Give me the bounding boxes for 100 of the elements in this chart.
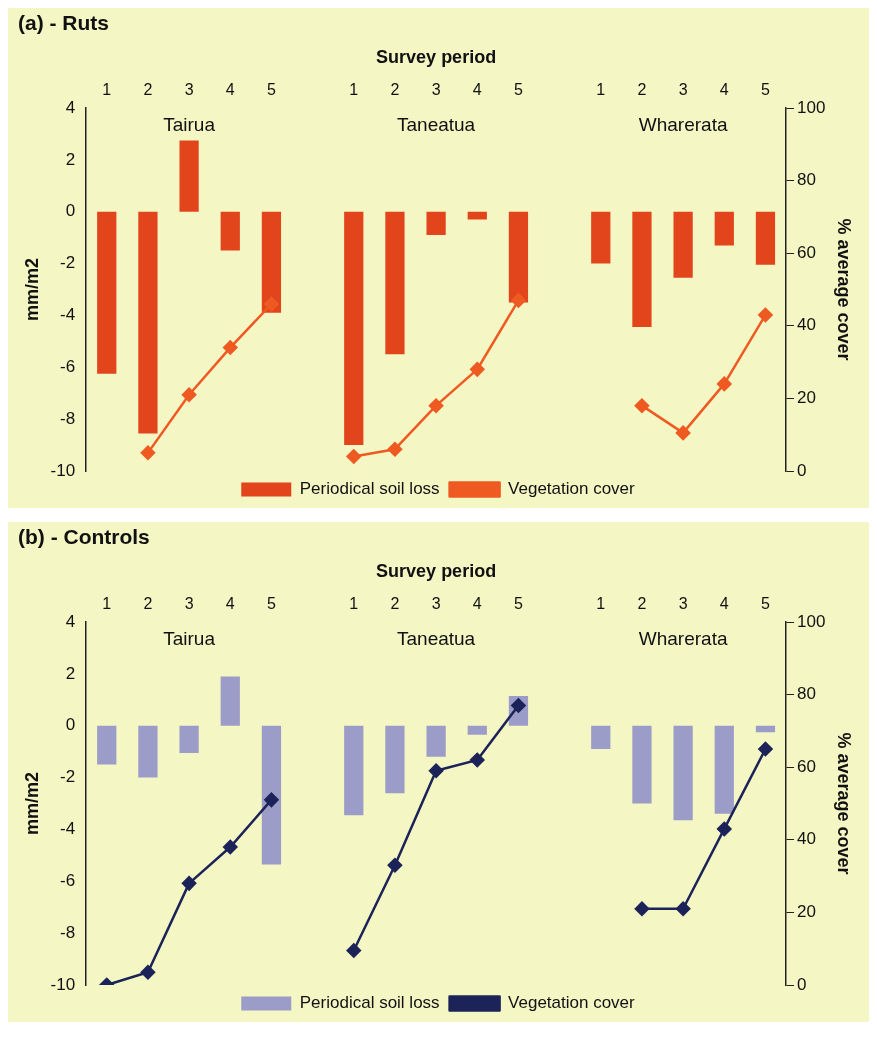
point xyxy=(346,943,362,958)
x-tick-label: 3 xyxy=(678,594,688,612)
annotation: Wharerata xyxy=(638,113,728,135)
point xyxy=(264,296,279,312)
y-tick-label: -2 xyxy=(60,767,76,787)
y-axis-title: mm/m2 xyxy=(21,257,42,322)
y-tick-label: -4 xyxy=(60,305,76,325)
x-tick-label: 1 xyxy=(102,594,112,612)
x-tick-label: 2 xyxy=(143,80,153,98)
bar xyxy=(385,725,405,794)
bar xyxy=(97,725,117,765)
point xyxy=(428,398,444,413)
point xyxy=(511,293,526,308)
point xyxy=(428,763,444,779)
point xyxy=(634,901,650,917)
x-tick-label: 2 xyxy=(637,80,647,98)
bar xyxy=(673,725,693,821)
point xyxy=(181,876,197,891)
y2-tick-label: 40 xyxy=(797,315,816,335)
x-tick-label: 3 xyxy=(431,594,441,612)
y-axis-title: mm/m2 xyxy=(21,771,42,836)
x-tick-label: 1 xyxy=(102,80,112,98)
y-tick-label: -10 xyxy=(50,974,76,994)
x-tick-label: 4 xyxy=(719,594,729,612)
x-tick-label: 1 xyxy=(349,80,359,98)
y2-tick-label: 0 xyxy=(797,460,807,480)
bar xyxy=(467,725,487,735)
x-tick-label: 2 xyxy=(390,594,400,612)
bar xyxy=(261,725,282,865)
y2-axis-title: % average cover xyxy=(834,218,855,361)
y-tick-label: 4 xyxy=(65,97,76,117)
point xyxy=(758,307,773,323)
point xyxy=(717,376,732,392)
x-tick-label: 5 xyxy=(513,594,523,612)
y-tick-label: -6 xyxy=(60,870,76,890)
x-tick-label: 3 xyxy=(431,80,441,98)
point xyxy=(223,340,238,355)
annotation: Tairua xyxy=(163,627,216,649)
bar xyxy=(426,725,446,757)
annotation: Wharerata xyxy=(638,627,728,649)
x-tick-label: 1 xyxy=(349,594,359,612)
y-tick-label: -4 xyxy=(60,819,76,839)
legend-label: Vegetation cover xyxy=(508,479,636,499)
bar xyxy=(138,725,158,778)
y-tick-label: -8 xyxy=(60,408,76,428)
chart-title: (a) - Ruts xyxy=(18,11,109,35)
x-tick-label: 4 xyxy=(225,80,235,98)
y2-tick-label: 40 xyxy=(797,829,816,849)
legend-label: Periodical soil loss xyxy=(299,993,440,1013)
annotation: Tairua xyxy=(163,113,216,135)
x-tick-label: 4 xyxy=(719,80,729,98)
bar xyxy=(220,676,240,726)
point xyxy=(346,449,362,464)
y-tick-label: 4 xyxy=(65,611,76,631)
x-tick-label: 2 xyxy=(390,80,400,98)
x-tick-label: 5 xyxy=(761,594,770,612)
x-tick-label: 4 xyxy=(225,594,235,612)
chart-title: (b) - Controls xyxy=(18,525,150,549)
point xyxy=(634,398,650,413)
legend-label: Vegetation cover xyxy=(508,993,636,1013)
point xyxy=(181,387,197,403)
y-tick-label: 2 xyxy=(65,663,76,683)
point xyxy=(470,362,485,377)
y2-tick-label: 100 xyxy=(797,611,826,631)
point xyxy=(675,425,691,441)
point xyxy=(387,857,403,873)
bar xyxy=(714,725,734,814)
legend-label: Periodical soil loss xyxy=(299,479,440,499)
y-tick-label: -10 xyxy=(50,460,76,480)
y2-tick-label: 20 xyxy=(797,388,816,408)
y2-tick-label: 80 xyxy=(797,170,816,190)
x-tick-label: 3 xyxy=(184,80,194,98)
x-tick-label: 1 xyxy=(596,80,606,98)
bar xyxy=(344,725,364,816)
bar xyxy=(591,725,611,750)
x-tick-label: 3 xyxy=(184,594,194,612)
x-tick-label: 5 xyxy=(266,80,276,98)
y2-tick-label: 0 xyxy=(797,974,807,994)
y-tick-label: -6 xyxy=(60,356,76,376)
point xyxy=(470,752,485,768)
x-tick-label: 5 xyxy=(761,80,770,98)
y2-tick-label: 60 xyxy=(797,242,816,262)
x-tick-label: 2 xyxy=(143,594,153,612)
x-tick-label: 4 xyxy=(472,594,482,612)
point xyxy=(675,901,691,917)
y2-tick-label: 100 xyxy=(797,97,826,117)
y-tick-label: 0 xyxy=(65,715,76,735)
bar xyxy=(632,725,652,804)
y2-tick-label: 60 xyxy=(797,756,816,776)
y-tick-label: 0 xyxy=(65,201,76,221)
point xyxy=(264,792,279,808)
x-tick-label: 3 xyxy=(678,80,688,98)
point xyxy=(717,821,732,837)
annotation: Taneatua xyxy=(397,627,476,649)
x-axis-title: Survey period xyxy=(376,560,497,581)
y2-tick-label: 80 xyxy=(797,684,816,704)
y-tick-label: 2 xyxy=(65,149,76,169)
y-tick-label: -2 xyxy=(60,253,76,273)
bar xyxy=(179,725,199,753)
x-axis-title: Survey period xyxy=(376,46,497,67)
